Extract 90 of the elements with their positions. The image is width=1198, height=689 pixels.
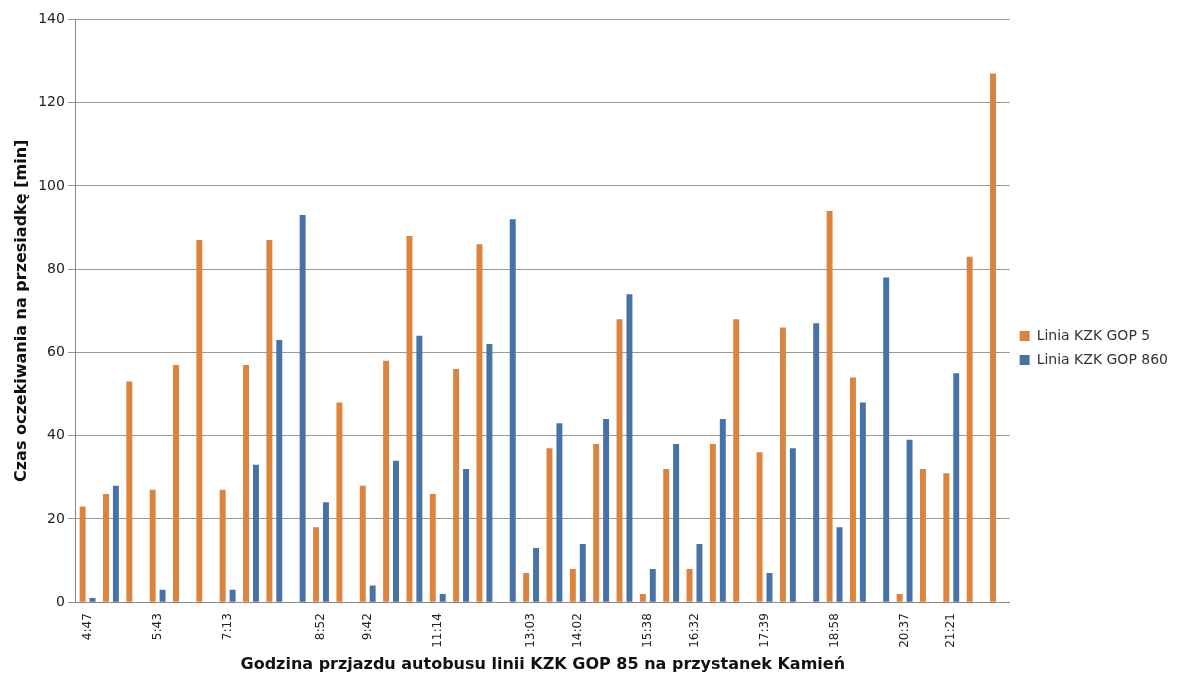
x-axis-title: Godzina przjazdu autobusu linii KZK GOP 85 na przystanek Kamień	[240, 653, 846, 673]
bar	[756, 452, 763, 602]
bar	[126, 381, 133, 602]
bar	[89, 598, 96, 602]
bar	[649, 568, 656, 602]
bar	[603, 419, 610, 602]
bar	[523, 573, 530, 602]
bar	[943, 473, 950, 602]
bar	[789, 448, 796, 602]
x-tick-label: 5:43	[149, 613, 164, 641]
x-tick-label: 11:14	[429, 613, 444, 648]
bar	[686, 568, 693, 602]
x-tick-label: 4:47	[79, 613, 94, 641]
bar	[813, 323, 820, 602]
x-tick-label: 21:21	[943, 613, 958, 648]
x-tick-label: 9:42	[359, 613, 374, 641]
bar	[859, 402, 866, 602]
bar	[252, 464, 259, 602]
bar	[323, 502, 329, 602]
bar	[196, 240, 203, 602]
bar	[663, 469, 670, 602]
bar	[336, 402, 343, 602]
bar	[920, 469, 926, 602]
bar	[696, 543, 703, 602]
bar	[299, 215, 306, 602]
bar	[383, 360, 390, 602]
bar	[673, 444, 680, 602]
legend-label: Linia KZK GOP 5	[1036, 326, 1151, 343]
x-tick-label: 17:39	[756, 613, 771, 648]
x-tick-label: 14:02	[569, 613, 584, 648]
bar	[883, 277, 890, 602]
y-tick-label: 80	[47, 259, 65, 276]
bar	[229, 589, 236, 602]
bar	[219, 489, 226, 602]
bar	[826, 210, 833, 602]
bar	[849, 377, 856, 602]
x-tick-label: 8:52	[313, 613, 328, 641]
y-tick-label: 0	[56, 592, 65, 609]
bar	[149, 489, 156, 602]
bar	[779, 327, 786, 602]
y-tick-label: 60	[47, 343, 65, 360]
x-tick-label: 20:37	[896, 613, 911, 648]
legend-label: Linia KZK GOP 860	[1036, 350, 1169, 367]
x-tick-label: 7:13	[219, 613, 234, 641]
x-tick-label: 13:03	[523, 613, 538, 648]
bar	[359, 485, 366, 602]
bar	[266, 240, 273, 602]
bar	[416, 335, 423, 602]
bar	[626, 294, 633, 602]
bar	[733, 319, 740, 602]
bar	[896, 593, 903, 602]
bar	[159, 589, 166, 602]
bar	[509, 219, 516, 602]
bar	[906, 439, 913, 602]
bar	[709, 444, 716, 602]
bar	[103, 493, 109, 602]
bar	[453, 369, 460, 602]
bar	[276, 339, 283, 602]
x-tick-label: 15:38	[639, 613, 654, 648]
bar	[533, 548, 540, 602]
bar	[243, 364, 250, 602]
bar	[966, 256, 973, 602]
bar	[173, 364, 179, 602]
bar	[486, 344, 493, 602]
bar	[639, 593, 646, 602]
bar	[406, 235, 413, 602]
y-tick-label: 20	[47, 509, 65, 526]
y-axis-title: Czas oczekiwania na przesiadkę [min]	[10, 139, 30, 482]
bar	[953, 373, 960, 602]
bar	[569, 568, 576, 602]
bar	[79, 506, 86, 602]
bar	[593, 444, 600, 602]
bar	[556, 423, 563, 602]
bar	[579, 543, 586, 602]
x-tick-label: 18:58	[826, 613, 841, 648]
bar	[463, 469, 470, 602]
bar	[719, 419, 726, 602]
y-tick-label: 140	[38, 10, 65, 27]
bar	[990, 73, 996, 602]
bar	[313, 527, 320, 602]
bar	[112, 485, 119, 602]
x-tick-label: 16:32	[686, 613, 701, 648]
bar	[439, 593, 446, 602]
y-tick-label: 120	[38, 93, 65, 110]
bar	[369, 585, 376, 602]
bar	[476, 244, 483, 602]
bar	[393, 460, 399, 602]
y-tick-label: 100	[38, 176, 65, 193]
bar	[429, 493, 436, 602]
y-tick-label: 40	[47, 426, 65, 443]
